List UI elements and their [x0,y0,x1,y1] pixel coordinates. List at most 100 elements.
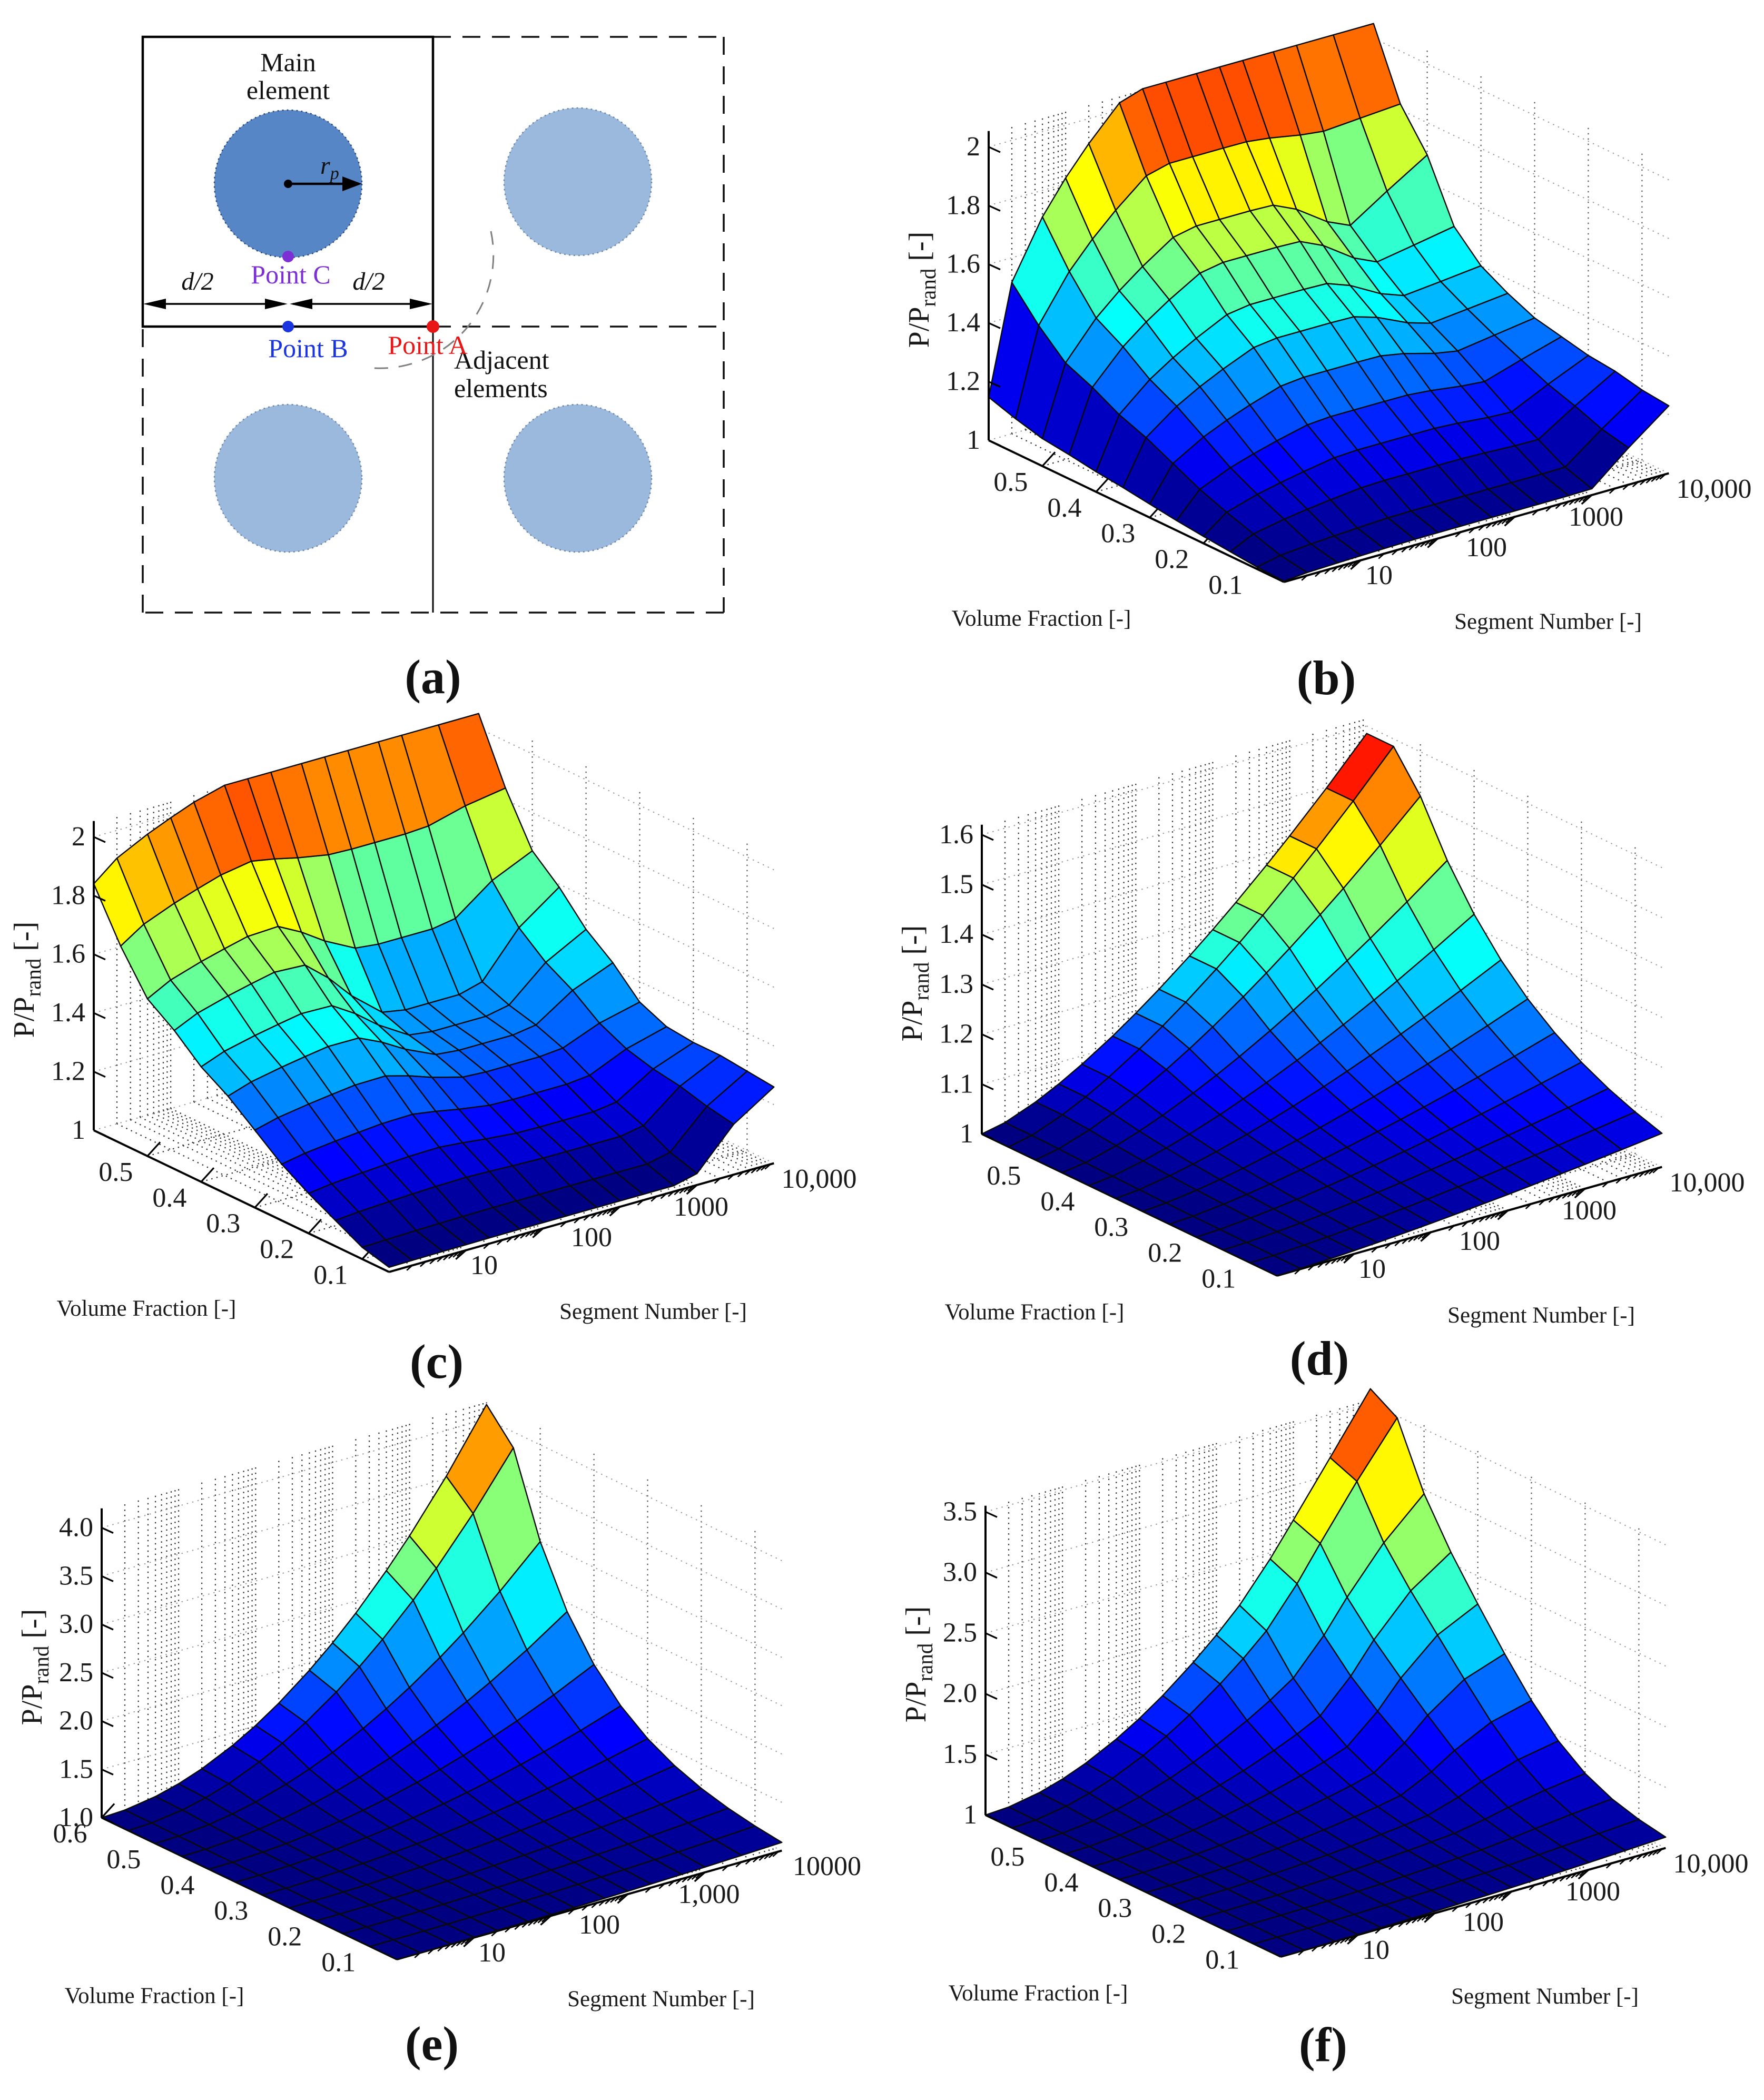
svg-text:1.4: 1.4 [946,308,980,338]
svg-text:1: 1 [72,1115,85,1145]
svg-text:0.5: 0.5 [106,1845,141,1875]
svg-text:1.5: 1.5 [943,1739,977,1769]
svg-text:0.4: 0.4 [160,1870,194,1900]
svg-text:Segment Number [-]: Segment Number [-] [559,1299,747,1324]
svg-text:0.3: 0.3 [206,1209,240,1239]
svg-text:0.2: 0.2 [260,1235,294,1265]
svg-text:1: 1 [967,425,980,455]
svg-text:Main: Main [260,47,316,77]
svg-text:0.5: 0.5 [987,1161,1021,1191]
svg-text:0.3: 0.3 [1101,519,1135,549]
svg-text:0.1: 0.1 [321,1948,356,1978]
svg-text:10: 10 [1365,560,1393,590]
svg-text:10,000: 10,000 [1677,474,1752,504]
svg-text:3.0: 3.0 [59,1609,93,1639]
svg-text:10: 10 [1358,1254,1386,1284]
svg-text:1.2: 1.2 [946,367,980,397]
svg-text:100: 100 [1466,533,1507,563]
svg-text:1.4: 1.4 [939,919,973,949]
svg-text:1.2: 1.2 [51,1057,85,1087]
svg-text:1000: 1000 [1565,1877,1620,1907]
svg-text:Segment Number [-]: Segment Number [-] [567,1987,755,2012]
svg-text:4.0: 4.0 [59,1513,93,1543]
svg-text:Point A: Point A [388,330,467,360]
svg-text:0.2: 0.2 [1151,1919,1186,1949]
svg-text:0.2: 0.2 [1148,1238,1182,1268]
svg-text:0.3: 0.3 [1098,1894,1132,1924]
svg-text:3.5: 3.5 [59,1561,93,1591]
svg-text:10: 10 [470,1250,498,1280]
svg-text:elements: elements [454,373,548,403]
svg-text:Segment Number [-]: Segment Number [-] [1451,1984,1639,2009]
svg-text:0.4: 0.4 [1044,1868,1078,1898]
svg-text:Segment Number [-]: Segment Number [-] [1454,609,1642,634]
svg-text:d/2: d/2 [352,268,385,295]
svg-text:0.1: 0.1 [1205,1945,1239,1975]
svg-text:0.1: 0.1 [313,1260,348,1290]
svg-text:10: 10 [1362,1935,1389,1965]
svg-text:Volume Fraction [-]: Volume Fraction [-] [952,606,1131,631]
svg-text:1.5: 1.5 [59,1754,93,1784]
svg-text:(b): (b) [1297,651,1356,705]
svg-text:1.0: 1.0 [59,1802,93,1832]
svg-text:10000: 10000 [793,1851,861,1881]
svg-text:P/Prand [-]: P/Prand [-] [900,1606,937,1723]
svg-text:Point B: Point B [268,333,348,363]
svg-text:1.6: 1.6 [946,249,980,279]
svg-text:0.5: 0.5 [990,1842,1024,1872]
svg-text:(f): (f) [1299,2018,1347,2072]
svg-text:(c): (c) [410,1335,464,1388]
svg-text:0.4: 0.4 [1047,493,1081,523]
svg-text:P/Prand [-]: P/Prand [-] [896,925,933,1042]
svg-text:d/2: d/2 [181,268,213,295]
svg-text:10,000: 10,000 [782,1164,857,1194]
svg-text:1.3: 1.3 [939,969,973,999]
svg-text:2: 2 [72,822,85,852]
svg-text:100: 100 [1463,1907,1504,1937]
svg-text:Adjacent: Adjacent [454,345,549,374]
svg-text:1.5: 1.5 [939,870,973,900]
svg-text:0.4: 0.4 [152,1183,186,1213]
svg-text:2.0: 2.0 [943,1679,977,1709]
svg-text:2.0: 2.0 [59,1706,93,1736]
svg-text:0.5: 0.5 [98,1157,133,1187]
svg-text:1: 1 [960,1119,973,1149]
svg-text:P/Prand [-]: P/Prand [-] [16,1609,53,1726]
svg-text:100: 100 [579,1910,620,1940]
svg-text:Volume Fraction [-]: Volume Fraction [-] [57,1296,236,1321]
svg-text:2.5: 2.5 [59,1658,93,1688]
svg-text:Volume Fraction [-]: Volume Fraction [-] [945,1300,1125,1325]
svg-text:Volume Fraction [-]: Volume Fraction [-] [65,1984,244,2008]
svg-text:0.1: 0.1 [1201,1264,1236,1294]
svg-text:1.8: 1.8 [51,880,85,910]
svg-text:1.8: 1.8 [946,190,980,220]
svg-text:(d): (d) [1290,1332,1349,1385]
svg-text:1.6: 1.6 [939,820,973,850]
svg-text:100: 100 [1459,1226,1500,1256]
svg-text:Volume Fraction [-]: Volume Fraction [-] [949,1981,1128,2006]
svg-text:0.2: 0.2 [268,1922,302,1952]
svg-text:100: 100 [571,1222,612,1253]
svg-text:10,000: 10,000 [1673,1849,1749,1879]
svg-text:element: element [247,75,330,105]
svg-text:1.4: 1.4 [51,998,85,1028]
svg-text:2.5: 2.5 [943,1618,977,1648]
svg-text:0.6: 0.6 [53,1819,87,1849]
svg-text:3.0: 3.0 [943,1557,977,1588]
svg-text:10: 10 [478,1938,506,1968]
svg-text:0.2: 0.2 [1155,545,1189,575]
svg-text:(e): (e) [405,2017,459,2071]
svg-text:1.2: 1.2 [939,1019,973,1049]
svg-text:1.6: 1.6 [51,939,85,969]
svg-text:0.3: 0.3 [1094,1212,1128,1243]
svg-text:Point C: Point C [251,260,330,289]
svg-text:0.4: 0.4 [1040,1187,1075,1217]
svg-text:2: 2 [967,132,980,162]
svg-text:10,000: 10,000 [1670,1168,1745,1198]
svg-text:1000: 1000 [1562,1196,1617,1226]
svg-text:1,000: 1,000 [678,1879,740,1909]
svg-text:1.1: 1.1 [939,1069,973,1099]
svg-text:0.1: 0.1 [1208,570,1243,600]
svg-text:0.5: 0.5 [993,467,1028,497]
svg-text:1000: 1000 [1569,502,1623,532]
